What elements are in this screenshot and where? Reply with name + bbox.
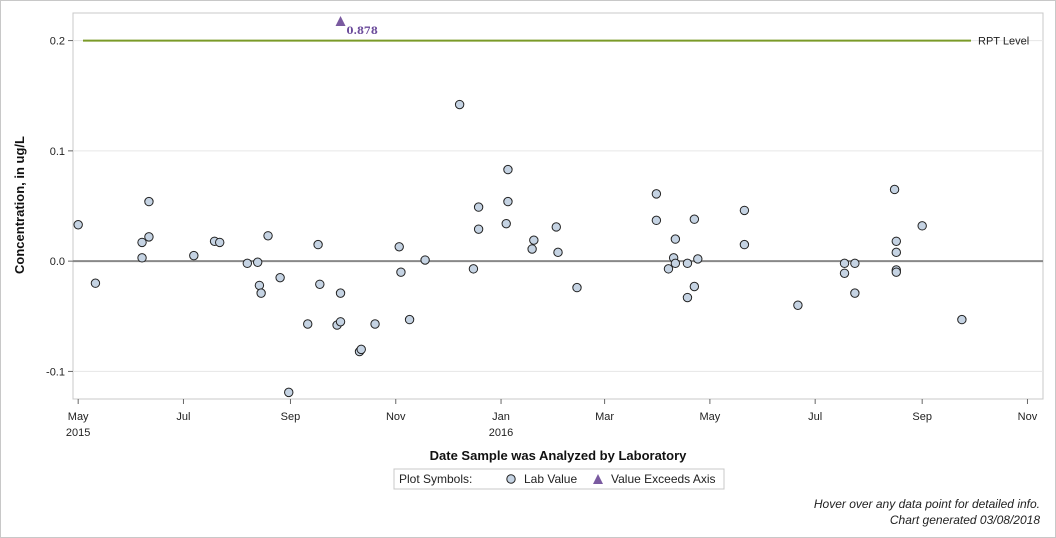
lab-value-point (793, 300, 803, 310)
lab-value-point (891, 236, 901, 246)
lab-value-point (473, 224, 484, 234)
x-tick-label: Jul (176, 411, 190, 423)
lab-value-point (529, 235, 539, 245)
lab-value-point (682, 292, 693, 303)
lab-value-point (689, 281, 700, 292)
generated-note: Chart generated 03/08/2018 (890, 513, 1040, 527)
lab-value-point (215, 237, 225, 248)
lab-value-point (275, 272, 285, 283)
lab-value-point (370, 319, 380, 329)
lab-value-point (670, 258, 681, 269)
lab-value-point (739, 239, 750, 250)
plot-area (72, 12, 1044, 400)
lab-value-point (242, 258, 253, 269)
lab-value-point (917, 221, 927, 231)
x-tick-label: Sep (281, 411, 301, 423)
lab-value-point (144, 196, 154, 207)
legend-box (393, 468, 725, 490)
lab-value-point (335, 317, 346, 327)
lab-value-point (473, 202, 484, 212)
x-tick-year-label: 2016 (489, 427, 513, 439)
x-tick-label: Nov (1018, 411, 1038, 423)
legend-item-exceeds-axis: Value Exceeds Axis (611, 472, 716, 486)
lab-value-point (254, 280, 265, 291)
y-tick-label: 0.0 (50, 256, 65, 268)
x-axis-title: Date Sample was Analyzed by Laboratory (430, 448, 687, 463)
lab-value-point (73, 220, 83, 230)
lab-value-point (189, 250, 199, 261)
x-tick-label: Nov (386, 411, 406, 423)
lab-value-point (90, 278, 101, 288)
lab-value-point (454, 99, 465, 110)
lab-value-point (850, 258, 860, 269)
lab-value-point (693, 254, 703, 264)
lab-value-point (689, 214, 700, 224)
x-tick-label: Mar (595, 411, 614, 423)
lab-value-point (256, 288, 266, 298)
lab-value-point (551, 222, 561, 232)
reference-lines: RPT Level (73, 36, 1043, 263)
lab-value-point (501, 218, 511, 229)
x-axis: May 2015 Jul Sep Nov Jan 2016 Mar May Jul Sep Nov (66, 399, 1038, 439)
lab-value-point (651, 215, 662, 226)
lab-value-point (957, 314, 967, 325)
lab-value-point (839, 258, 850, 269)
lab-value-point (889, 184, 900, 195)
lab-value-point (527, 244, 537, 254)
legend-triangle-icon (593, 474, 603, 484)
exceed-markers: 0.878 (335, 16, 378, 37)
legend-title: Plot Symbols: (399, 472, 472, 486)
lab-value-point (335, 288, 346, 298)
lab-value-point (850, 288, 860, 298)
lab-value-point (396, 267, 406, 277)
y-tick-label: 0.1 (50, 146, 65, 158)
lab-value-point (891, 267, 901, 277)
lab-value-point (404, 314, 415, 325)
y-axis-title: Concentration, in ug/L (12, 136, 27, 274)
legend: Plot Symbols: Lab Value Value Exceeds Ax… (393, 468, 725, 490)
x-tick-label: Sep (912, 411, 932, 423)
hover-note: Hover over any data point for detailed i… (814, 497, 1040, 511)
lab-value-point (144, 232, 154, 242)
legend-item-lab-value: Lab Value (524, 472, 577, 486)
lab-value-point (572, 282, 582, 293)
lab-value-point (315, 279, 325, 290)
data-points (73, 99, 967, 398)
lab-value-point (468, 264, 479, 274)
lab-value-point (137, 237, 147, 248)
lab-value-point (303, 319, 313, 329)
y-axis: -0.1 0.0 0.1 0.2 (46, 36, 73, 378)
lab-value-point (356, 344, 366, 355)
x-tick-label: Jul (808, 411, 822, 423)
x-tick-label: May (68, 411, 89, 423)
exceeds-axis-value-label: 0.878 (347, 26, 378, 37)
lab-value-point (284, 387, 294, 398)
y-tick-label: -0.1 (46, 366, 65, 378)
lab-value-point (891, 247, 901, 258)
lab-value-point (663, 264, 674, 274)
x-tick-label: May (699, 411, 720, 423)
exceeds-axis-triangle (335, 16, 346, 26)
lab-value-point (420, 255, 430, 265)
legend-circle-icon (506, 474, 516, 484)
lab-value-point (503, 164, 513, 175)
x-tick-year-label: 2015 (66, 427, 90, 439)
lab-value-point (839, 268, 850, 278)
lab-value-point (682, 258, 693, 269)
x-tick-label: Jan (492, 411, 510, 423)
y-tick-label: 0.2 (50, 36, 65, 48)
lab-value-point (252, 257, 263, 267)
lab-value-point (739, 205, 750, 216)
lab-value-point (651, 189, 662, 199)
lab-value-point (553, 247, 563, 258)
lab-value-point (394, 242, 404, 252)
lab-value-point (503, 196, 513, 207)
rpt-level-label: RPT Level (978, 36, 1029, 48)
lab-value-point (137, 253, 147, 263)
lab-value-point (263, 231, 273, 241)
lab-value-point (313, 239, 323, 250)
lab-value-point (670, 234, 681, 244)
